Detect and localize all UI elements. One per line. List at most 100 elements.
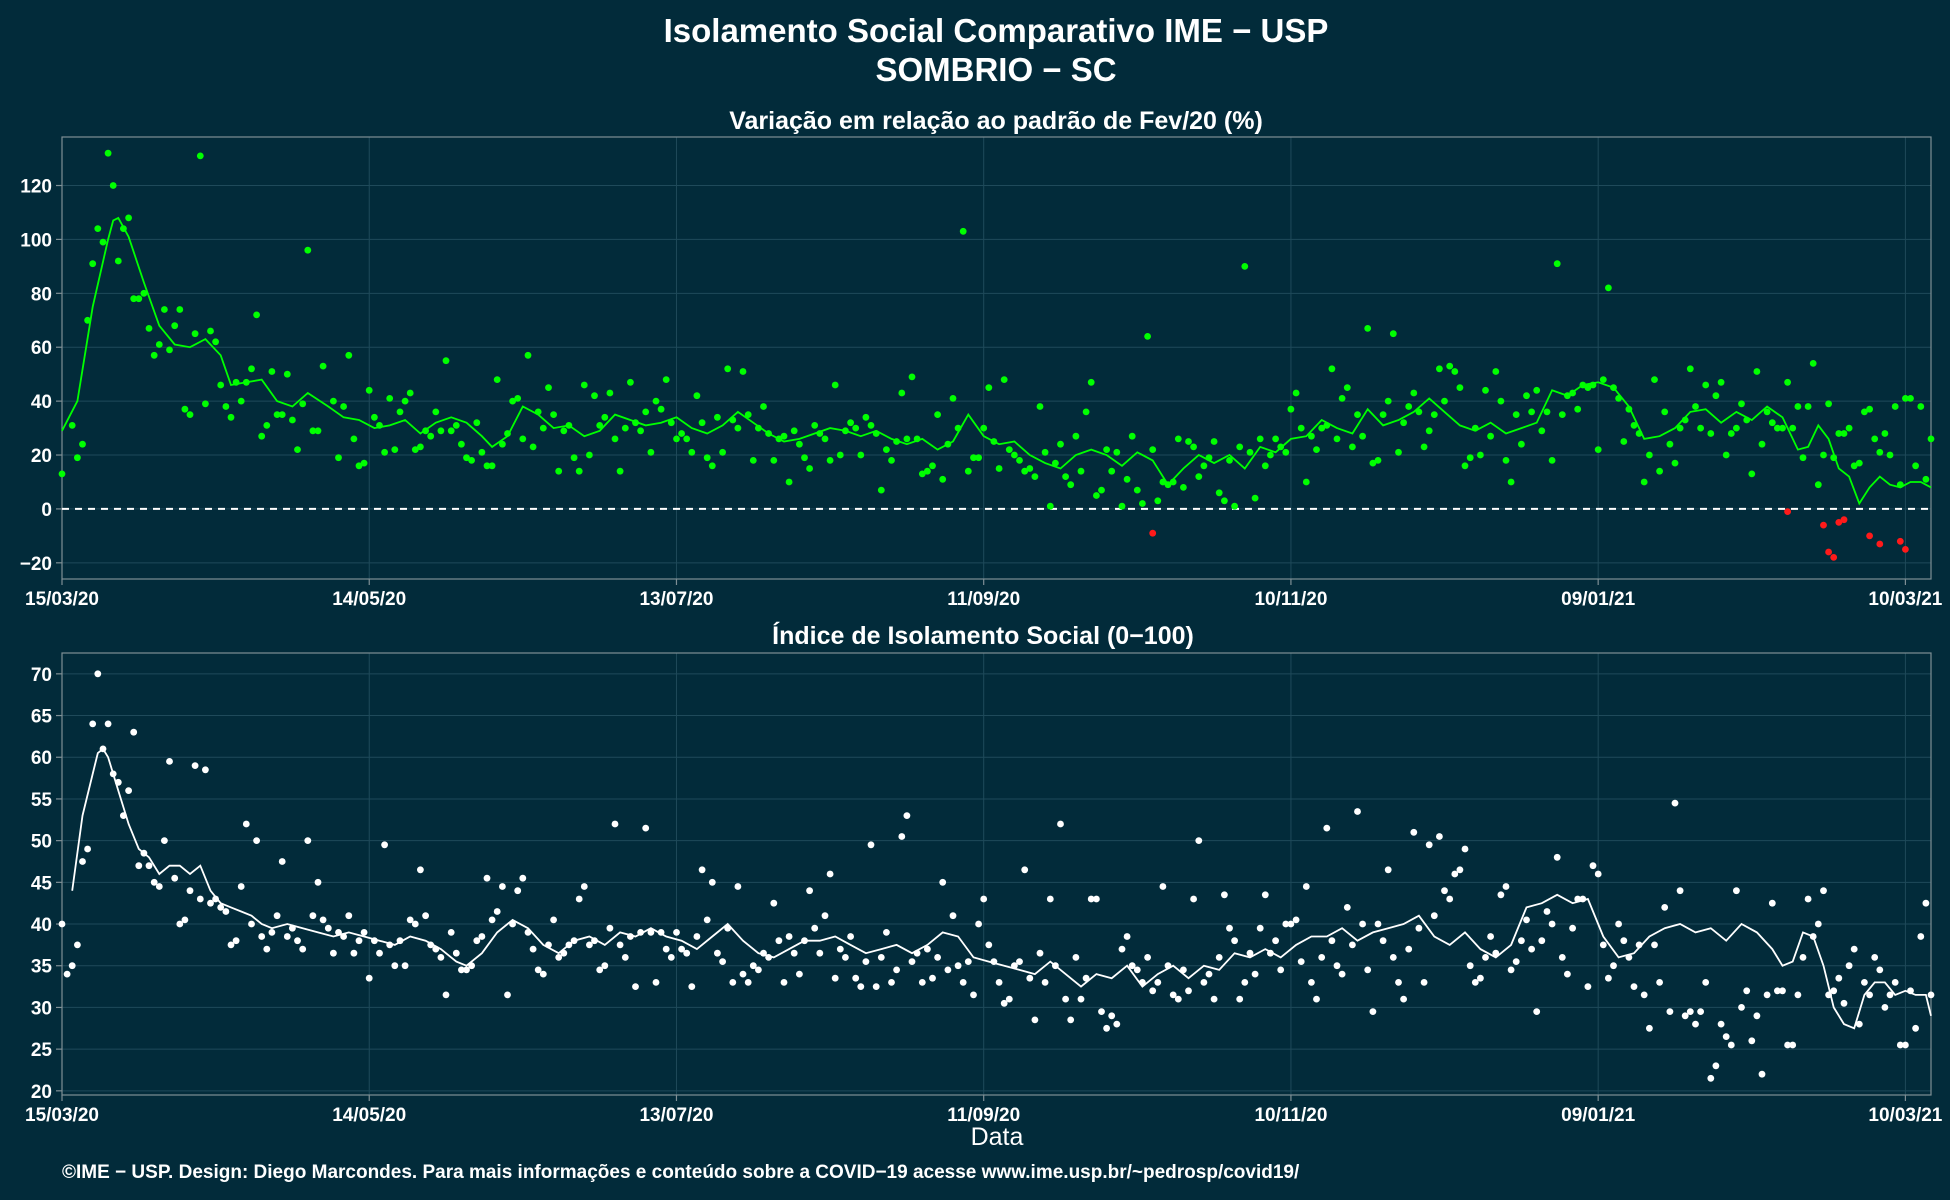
panel2-point-white: [314, 878, 322, 886]
panel1-point-green: [1354, 411, 1361, 418]
panel2-point-white: [1364, 966, 1372, 974]
panel1-point-red: [1896, 537, 1904, 545]
panel2-point-white: [109, 770, 117, 778]
panel1-point-green: [1466, 454, 1474, 462]
panel1-point-green: [1067, 481, 1075, 489]
panel1-point-green: [314, 427, 322, 435]
panel2-point-white: [1318, 954, 1326, 961]
panel1-point-green: [888, 457, 895, 464]
panel1-point-green: [1671, 459, 1679, 467]
panel1-point-green: [1338, 395, 1346, 402]
panel2-point-white: [1497, 891, 1505, 899]
panel2-point-white: [94, 670, 102, 678]
panel1-point-green: [1349, 443, 1356, 451]
panel1-point-green: [1512, 411, 1520, 418]
panel2-point-white: [1395, 979, 1402, 986]
panel2-point-white: [1103, 1024, 1110, 1032]
panel1-point-red: [1866, 532, 1873, 540]
panel2-point-white: [68, 962, 76, 970]
panel1-point-green: [1646, 451, 1653, 459]
panel2-point-white: [483, 874, 491, 882]
panel1-point-green: [145, 325, 153, 332]
panel2-point-white: [258, 933, 266, 940]
panel2-point-white: [191, 762, 199, 769]
panel2-point-white: [253, 837, 260, 844]
panel1-point-green: [1318, 424, 1326, 432]
panel1-point-green: [1123, 475, 1131, 483]
panel1-point-green: [1292, 389, 1300, 397]
panel1-point-green: [166, 346, 173, 354]
panel1-point-green: [391, 446, 399, 453]
panel1-point-green: [734, 424, 742, 432]
panel2-point-white: [1620, 937, 1628, 945]
panel1-point-green: [601, 413, 609, 421]
panel1-point-green: [611, 435, 619, 443]
panel2-point-white: [202, 766, 209, 774]
panel1-point-green: [330, 397, 337, 405]
panel1-point-green: [842, 427, 849, 435]
panel1-point-green: [970, 454, 977, 462]
panel2-point-white: [842, 954, 849, 961]
panel2-point-white: [586, 941, 593, 949]
panel2-point-white: [396, 937, 404, 945]
chart-title-line2: SOMBRIO − SC: [875, 51, 1116, 88]
panel2-point-white: [1666, 1008, 1674, 1015]
panel1-point-green: [847, 419, 854, 427]
panel1-point-green: [483, 462, 491, 470]
panel1-point-green: [263, 422, 271, 429]
panel1-point-green: [1108, 467, 1116, 475]
panel1-point-green: [1052, 459, 1059, 467]
panel1-point-green: [1789, 424, 1797, 432]
panel2-point-white: [1912, 1024, 1919, 1032]
panel1-point-green: [1881, 430, 1889, 437]
panel1-point-green: [437, 427, 445, 435]
panel2-point-white: [345, 912, 353, 920]
panel2-point-white: [1758, 1070, 1766, 1078]
panel1-point-green: [1794, 403, 1802, 410]
panel1-point-green: [632, 419, 639, 427]
panel2-point-white: [1471, 979, 1479, 986]
panel2-point-white: [708, 878, 716, 886]
panel1-point-green: [703, 454, 711, 462]
panel1-point-green: [452, 422, 460, 429]
panel1-point-green: [1630, 422, 1638, 429]
panel1-point-green: [319, 362, 327, 370]
panel1-point-green: [1430, 411, 1438, 418]
panel1-point-green: [340, 403, 347, 410]
panel2-point-white: [1569, 924, 1576, 932]
panel1-point-green: [1154, 497, 1162, 505]
panel1-point-green: [1620, 438, 1628, 445]
panel2-point-white: [237, 883, 245, 890]
panel1-point-green: [1697, 424, 1704, 432]
panel1-point-green: [580, 381, 588, 389]
panel1-point-green: [1779, 424, 1786, 432]
panel2-point-white: [888, 979, 895, 986]
panel2-point-white: [268, 929, 276, 936]
panel1-point-green: [99, 238, 107, 246]
panel2-point-white: [1809, 933, 1817, 940]
panel2-point-white: [463, 966, 470, 974]
panel1-point-green: [1016, 457, 1023, 464]
panel2-point-white: [1287, 920, 1295, 928]
panel1-point-green: [130, 295, 138, 303]
panel2-point-white: [744, 979, 752, 986]
panel2-point-white: [1896, 1041, 1904, 1049]
panel2-point-white: [534, 966, 542, 974]
panel1-point-green: [1236, 443, 1244, 451]
panel1-point-green: [785, 478, 793, 486]
panel2-point-white: [181, 916, 189, 924]
panel1-point-green: [304, 246, 312, 254]
panel2-point-white: [1046, 895, 1054, 903]
panel1-point-green: [1277, 443, 1285, 451]
panel2-point-white: [161, 837, 168, 844]
panel2-point-white: [1164, 962, 1172, 970]
panel1-point-green: [1436, 365, 1443, 373]
panel1-point-green: [140, 289, 148, 297]
panel1-x-tick-label: 11/09/20: [947, 589, 1020, 610]
panel2-point-white: [908, 958, 916, 965]
panel2-point-white: [1871, 954, 1879, 961]
panel2-y-tick-label: 30: [31, 998, 52, 1019]
panel2-y-tick-label: 25: [31, 1040, 53, 1061]
panel1-point-green: [729, 416, 737, 424]
panel1-point-green: [58, 470, 66, 478]
